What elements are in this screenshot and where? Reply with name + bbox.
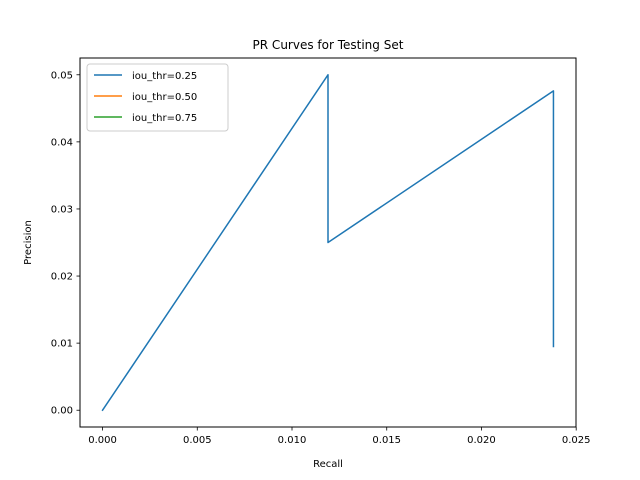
y-axis-label: Precision [23, 220, 34, 265]
y-axis-ticks: 0.00 0.01 0.02 0.03 0.04 0.05 [51, 70, 80, 417]
x-axis-ticks: 0.000 0.005 0.010 0.015 0.020 0.025 [88, 427, 591, 446]
x-tick-label: 0.000 [88, 435, 117, 446]
x-tick-label: 0.010 [278, 435, 307, 446]
x-tick-label: 0.020 [467, 435, 496, 446]
y-tick-label: 0.01 [51, 339, 73, 350]
legend-label: iou_thr=0.50 [132, 92, 197, 103]
x-tick-label: 0.005 [183, 435, 212, 446]
y-tick-label: 0.04 [51, 137, 73, 148]
chart-title: PR Curves for Testing Set [253, 38, 404, 52]
y-tick-label: 0.02 [51, 272, 73, 283]
legend-box [86, 63, 229, 132]
legend-entries: iou_thr=0.25 iou_thr=0.50 iou_thr=0.75 [94, 71, 197, 124]
legend-label: iou_thr=0.25 [132, 71, 197, 82]
y-tick-label: 0.00 [51, 406, 73, 417]
x-axis-label: Recall [313, 459, 343, 470]
series-layer [101, 74, 555, 412]
x-tick-label: 0.015 [372, 435, 401, 446]
plot-frame [79, 57, 577, 428]
legend-label: iou_thr=0.75 [132, 113, 197, 124]
x-tick-label: 0.025 [562, 435, 591, 446]
legend: iou_thr=0.25 iou_thr=0.50 iou_thr=0.75 [86, 63, 229, 132]
series-line-1 [101, 74, 555, 412]
y-tick-label: 0.05 [51, 70, 73, 81]
y-tick-label: 0.03 [51, 204, 73, 215]
